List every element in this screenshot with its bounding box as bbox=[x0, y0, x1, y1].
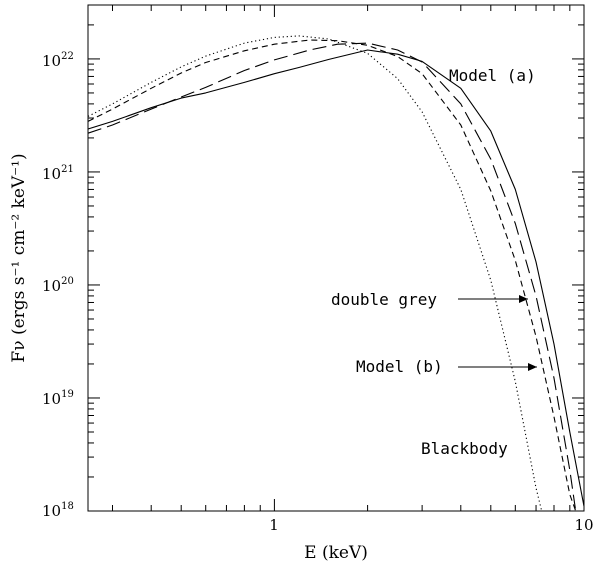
annotation-blackbody: Blackbody bbox=[421, 439, 508, 458]
y-tick-label-22: 1022 bbox=[42, 51, 74, 70]
x-axis-label: E (keV) bbox=[304, 543, 368, 563]
x-tick-label-10: 10 bbox=[574, 516, 593, 534]
plot-frame bbox=[87, 4, 585, 512]
axis-ticks bbox=[88, 4, 584, 512]
y-tick-label-19: 1019 bbox=[42, 389, 74, 408]
arrow-model-b bbox=[458, 363, 537, 371]
annotation-model-a: Model (a) bbox=[449, 66, 536, 85]
series-line-model-b bbox=[87, 42, 577, 512]
annotation-double-grey: double grey bbox=[331, 290, 437, 309]
y-tick-label-20: 1020 bbox=[42, 276, 74, 295]
series-line-double-grey bbox=[87, 39, 577, 512]
arrow-double-grey bbox=[458, 295, 528, 303]
y-tick-label-18: 1018 bbox=[42, 501, 74, 520]
y-axis-label: Fν (ergs s⁻¹ cm⁻² keV⁻¹) bbox=[9, 153, 29, 362]
series-layer bbox=[87, 35, 585, 512]
x-tick-label-1: 1 bbox=[269, 516, 279, 534]
y-tick-label-21: 1021 bbox=[42, 164, 74, 183]
series-line-model-a bbox=[87, 49, 585, 507]
annotation-model-b: Model (b) bbox=[356, 357, 443, 376]
